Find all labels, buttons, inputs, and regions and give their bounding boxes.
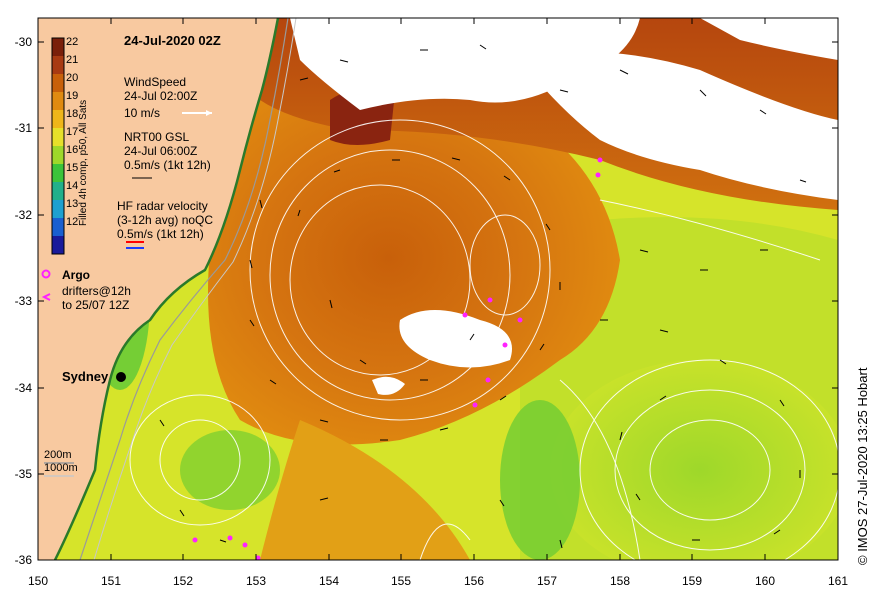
lon-tick: 152 [172, 574, 194, 588]
depth-1000-label: 1000m [44, 462, 78, 474]
colorbar-swatch [52, 74, 64, 92]
colorbar-swatch [52, 182, 64, 200]
ssh-contours [129, 119, 838, 560]
lat-tick: -32 [14, 208, 32, 222]
city-label: Sydney [62, 369, 109, 384]
cloud-northeast [520, 52, 838, 200]
lon-tick: 153 [245, 574, 267, 588]
gsl-legend-scale: 0.5m/s (1kt 12h) [124, 158, 211, 172]
colorbar-swatch [52, 164, 64, 182]
lat-tick: -31 [14, 121, 32, 135]
sst-cold-eddy [550, 360, 838, 560]
lon-tick: 158 [609, 574, 631, 588]
wind-legend-scale: 10 m/s [124, 106, 161, 120]
lat-tick: -34 [14, 381, 32, 395]
colorbar-swatch [52, 200, 64, 218]
colorbar-swatch [52, 110, 64, 128]
colorbar-swatch [52, 128, 64, 146]
map-title: 24-Jul-2020 02Z [124, 33, 221, 48]
drifter-tracks [192, 157, 603, 560]
colorbar-tick: 12 [66, 216, 79, 228]
drifters-period: to 25/07 12Z [62, 298, 130, 312]
colorbar-tick: 17 [66, 126, 79, 138]
current-arrows [159, 44, 807, 549]
depth-200-label: 200m [44, 449, 72, 461]
lon-tick: 161 [827, 574, 849, 588]
lon-tick: 160 [754, 574, 776, 588]
wind-legend-time: 24-Jul 02:00Z [124, 89, 198, 103]
sst-warm-eddy [200, 72, 620, 445]
credit-text: © IMOS 27-Jul-2020 13:25 Hobart [855, 367, 870, 565]
sydney-marker [116, 372, 126, 382]
plot-frame [37, 17, 839, 561]
colorbar-swatch [52, 92, 64, 110]
sst-warm-tongue [260, 420, 470, 560]
colorbar-tick: 21 [66, 54, 79, 66]
colorbar-tick: 18 [66, 108, 79, 120]
lon-tick: 150 [27, 574, 49, 588]
lat-tick: -36 [14, 553, 32, 567]
colorbar-swatch [52, 236, 64, 254]
lat-tick: -33 [14, 294, 32, 308]
lon-tick: 154 [318, 574, 340, 588]
colorbar-swatch [52, 56, 64, 74]
lon-tick: 156 [463, 574, 485, 588]
hf-legend-avg: (3-12h avg) noQC [117, 213, 214, 227]
colorbar-swatch [52, 146, 64, 164]
argo-marker [41, 269, 51, 279]
colorbar-tick: 22 [66, 36, 79, 48]
gsl-legend-time: 24-Jul 06:00Z [124, 144, 198, 158]
lon-tick: 159 [681, 574, 703, 588]
wind-legend-title: WindSpeed [124, 75, 187, 89]
colorbar [51, 37, 65, 255]
colorbar-tick: 13 [66, 198, 79, 210]
colorbar-swatch [52, 38, 64, 56]
gsl-legend-title: NRT00 GSL [124, 130, 190, 144]
colorbar-frame [51, 37, 65, 255]
lon-tick: 157 [536, 574, 558, 588]
colorbar-title: Filled 4h comp, p50, All Sats [78, 99, 89, 226]
lat-tick: -35 [14, 467, 32, 481]
drifter-marker [41, 293, 51, 301]
colorbar-tick: 15 [66, 162, 79, 174]
axis-ticks [38, 18, 838, 561]
drifters-label: drifters@12h [62, 284, 131, 298]
lat-tick: -30 [14, 35, 32, 49]
colorbar-tick: 20 [66, 72, 79, 84]
colorbar-swatch [52, 218, 64, 236]
colorbar-tick: 14 [66, 180, 79, 192]
lon-tick: 155 [390, 574, 412, 588]
colorbar-tick: 16 [66, 144, 79, 156]
hf-legend-title: HF radar velocity [117, 199, 208, 213]
land-australia [38, 18, 278, 560]
argo-label: Argo [62, 268, 90, 282]
lon-tick: 151 [100, 574, 122, 588]
colorbar-tick: 19 [66, 90, 79, 102]
hf-legend-scale: 0.5m/s (1kt 12h) [117, 227, 204, 241]
